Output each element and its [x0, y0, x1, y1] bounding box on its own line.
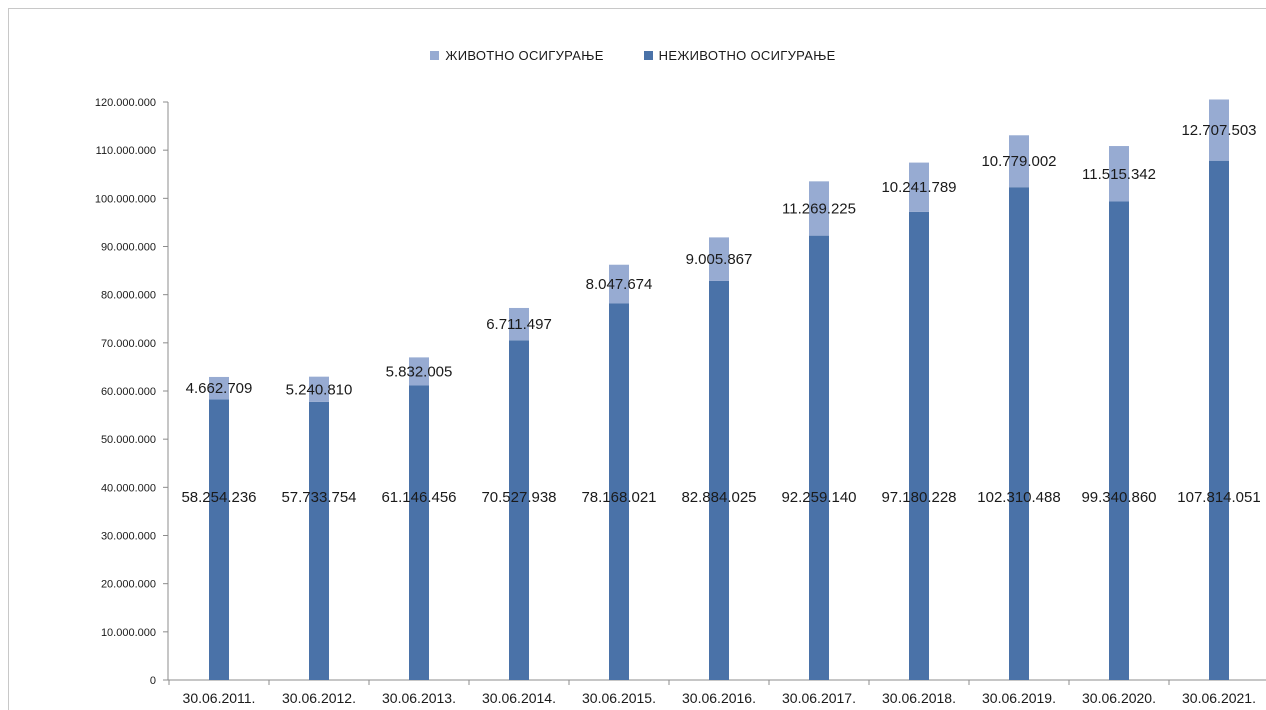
x-tick-label: 30.06.2014. — [482, 690, 556, 706]
bar-life-segment — [609, 264, 629, 304]
data-label-life: 4.662.709 — [186, 380, 253, 397]
legend-item-life: ЖИВОТНО ОСИГУРАЊЕ — [430, 48, 603, 63]
data-label-nonlife: 92.259.140 — [781, 489, 856, 506]
x-tick-label: 30.06.2012. — [282, 690, 356, 706]
chart-frame — [8, 8, 1266, 710]
x-tick-label: 30.06.2020. — [1082, 690, 1156, 706]
data-label-nonlife: 107.814.051 — [1177, 489, 1260, 506]
data-label-nonlife: 78.168.021 — [581, 489, 656, 506]
data-label-life: 6.711.497 — [486, 316, 552, 333]
y-tick-label: 80.000.000 — [101, 290, 156, 302]
bar-nonlife-segment — [609, 303, 629, 680]
y-tick-label: 100.000.000 — [95, 193, 156, 205]
data-label-nonlife: 82.884.025 — [681, 489, 756, 506]
y-tick-label: 30.000.000 — [101, 531, 156, 543]
x-tick-label: 30.06.2021. — [1182, 690, 1256, 706]
y-tick-label: 50.000.000 — [101, 434, 156, 446]
x-tick-label: 30.06.2017. — [782, 690, 856, 706]
bar-life-segment — [409, 357, 429, 386]
data-label-nonlife: 70.527.938 — [481, 489, 556, 506]
bar-life-segment — [209, 376, 229, 400]
data-label-life: 9.005.867 — [686, 251, 753, 268]
x-tick-label: 30.06.2018. — [882, 690, 956, 706]
y-tick-label: 60.000.000 — [101, 386, 156, 398]
data-label-nonlife: 57.733.754 — [281, 489, 356, 506]
x-tick-label: 30.06.2015. — [582, 690, 656, 706]
bar-life-segment — [1109, 146, 1129, 202]
x-tick-label: 30.06.2013. — [382, 690, 456, 706]
bar-nonlife-segment — [409, 385, 429, 680]
data-label-life: 8.047.674 — [586, 276, 653, 293]
data-label-nonlife: 58.254.236 — [181, 489, 256, 506]
bar-nonlife-segment — [1209, 160, 1229, 680]
bar-life-segment — [509, 307, 529, 341]
x-tick-label: 30.06.2011. — [183, 690, 256, 706]
data-label-life: 10.241.789 — [881, 179, 956, 196]
y-tick-label: 20.000.000 — [101, 579, 156, 591]
legend-swatch-nonlife — [643, 51, 653, 60]
y-tick-label: 70.000.000 — [101, 338, 156, 350]
y-tick-label: 0 — [150, 675, 156, 687]
x-tick-label: 30.06.2019. — [982, 690, 1056, 706]
bar-life-segment — [309, 376, 329, 402]
bar-life-segment — [1209, 99, 1229, 161]
bar-nonlife-segment — [809, 235, 829, 680]
y-tick-label: 120.000.000 — [95, 97, 156, 109]
bar-life-segment — [1009, 135, 1029, 188]
data-label-nonlife: 99.340.860 — [1081, 489, 1156, 506]
x-tick-label: 30.06.2016. — [682, 690, 756, 706]
bar-nonlife-segment — [1009, 187, 1029, 681]
y-tick-label: 110.000.000 — [96, 145, 156, 157]
data-label-life: 11.269.225 — [782, 200, 856, 217]
bar-life-segment — [809, 181, 829, 236]
data-label-life: 12.707.503 — [1181, 122, 1256, 139]
legend-label-life: ЖИВОТНО ОСИГУРАЊЕ — [445, 48, 604, 63]
bar-nonlife-segment — [509, 340, 529, 680]
data-label-life: 10.779.002 — [981, 153, 1056, 170]
bar-life-segment — [909, 162, 929, 212]
legend-swatch-life — [430, 51, 440, 60]
data-label-nonlife: 102.310.488 — [977, 489, 1060, 506]
bar-nonlife-segment — [309, 401, 329, 680]
y-tick-label: 40.000.000 — [101, 482, 156, 494]
data-label-life: 11.515.342 — [1082, 166, 1156, 183]
bar-nonlife-segment — [1109, 201, 1129, 681]
bar-nonlife-segment — [209, 399, 229, 680]
legend-item-nonlife: НЕЖИВОТНО ОСИГУРАЊЕ — [643, 48, 836, 63]
chart-legend: ЖИВОТНО ОСИГУРАЊЕ НЕЖИВОТНО ОСИГУРАЊЕ — [0, 48, 1266, 63]
bar-nonlife-segment — [709, 280, 729, 680]
data-label-life: 5.240.810 — [286, 381, 353, 398]
legend-label-nonlife: НЕЖИВОТНО ОСИГУРАЊЕ — [658, 48, 836, 63]
bar-life-segment — [709, 237, 729, 281]
y-tick-label: 90.000.000 — [101, 242, 156, 254]
data-label-nonlife: 97.180.228 — [881, 489, 956, 506]
bar-nonlife-segment — [909, 211, 929, 681]
data-label-life: 5.832.005 — [386, 363, 453, 380]
data-label-nonlife: 61.146.456 — [381, 489, 456, 506]
y-tick-label: 10.000.000 — [101, 627, 156, 639]
